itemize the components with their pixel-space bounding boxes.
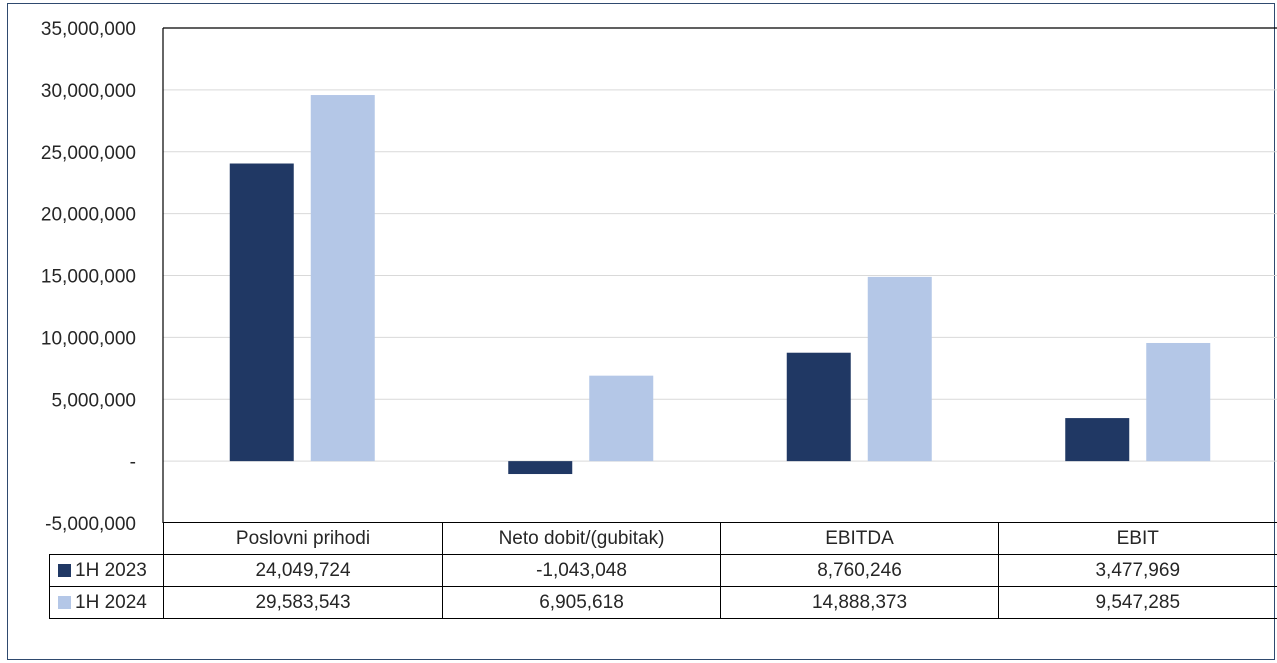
y-tick-label: 10,000,000 — [41, 328, 136, 349]
data-value-cell: 14,888,373 — [720, 586, 999, 619]
category-label: Poslovni prihodi — [163, 522, 443, 555]
legend-key-1h-2023: 1H 2023 — [49, 554, 164, 587]
y-tick-label: 20,000,000 — [41, 205, 136, 226]
data-value-cell: 29,583,543 — [163, 586, 443, 619]
y-tick-label: 35,000,000 — [41, 19, 136, 40]
table-corner — [50, 523, 164, 555]
category-label: EBITDA — [720, 522, 999, 555]
bar-1h-2023 — [786, 352, 851, 462]
category-label: EBIT — [998, 522, 1277, 555]
bar-1h-2023 — [508, 461, 573, 475]
y-tick-label: 30,000,000 — [41, 81, 136, 102]
legend-label: 1H 2023 — [75, 559, 147, 581]
bar-1h-2023 — [229, 163, 294, 462]
y-tick-label: 5,000,000 — [51, 390, 136, 411]
data-value-cell: 24,049,724 — [163, 554, 443, 587]
bar-1h-2024 — [867, 276, 932, 462]
legend-swatch — [58, 595, 71, 609]
category-label: Neto dobit/(gubitak) — [442, 522, 721, 555]
data-value-cell: 3,477,969 — [998, 554, 1277, 587]
table-row: 1H 2023 24,049,724 -1,043,048 8,760,246 … — [49, 554, 1277, 587]
bar-1h-2023 — [1065, 418, 1130, 462]
legend-key-1h-2024: 1H 2024 — [49, 586, 164, 619]
y-tick-label: -5,000,000 — [45, 514, 136, 535]
legend-label: 1H 2024 — [75, 591, 147, 613]
bar-1h-2024 — [310, 95, 375, 462]
y-tick-label: 25,000,000 — [41, 143, 136, 164]
chart-frame — [7, 3, 1275, 660]
chart-data-table: Poslovni prihodi Neto dobit/(gubitak) EB… — [49, 522, 1277, 619]
bar-1h-2024 — [589, 375, 654, 462]
data-value-cell: 8,760,246 — [720, 554, 999, 587]
table-header-row: Poslovni prihodi Neto dobit/(gubitak) EB… — [50, 522, 1277, 555]
y-tick-label: 15,000,000 — [41, 267, 136, 288]
data-value-cell: -1,043,048 — [442, 554, 721, 587]
data-value-cell: 9,547,285 — [998, 586, 1277, 619]
y-tick-label: - — [130, 452, 136, 473]
legend-swatch — [58, 563, 71, 577]
bar-1h-2024 — [1146, 342, 1211, 462]
data-value-cell: 6,905,618 — [442, 586, 721, 619]
table-row: 1H 2024 29,583,543 6,905,618 14,888,373 … — [49, 586, 1277, 619]
